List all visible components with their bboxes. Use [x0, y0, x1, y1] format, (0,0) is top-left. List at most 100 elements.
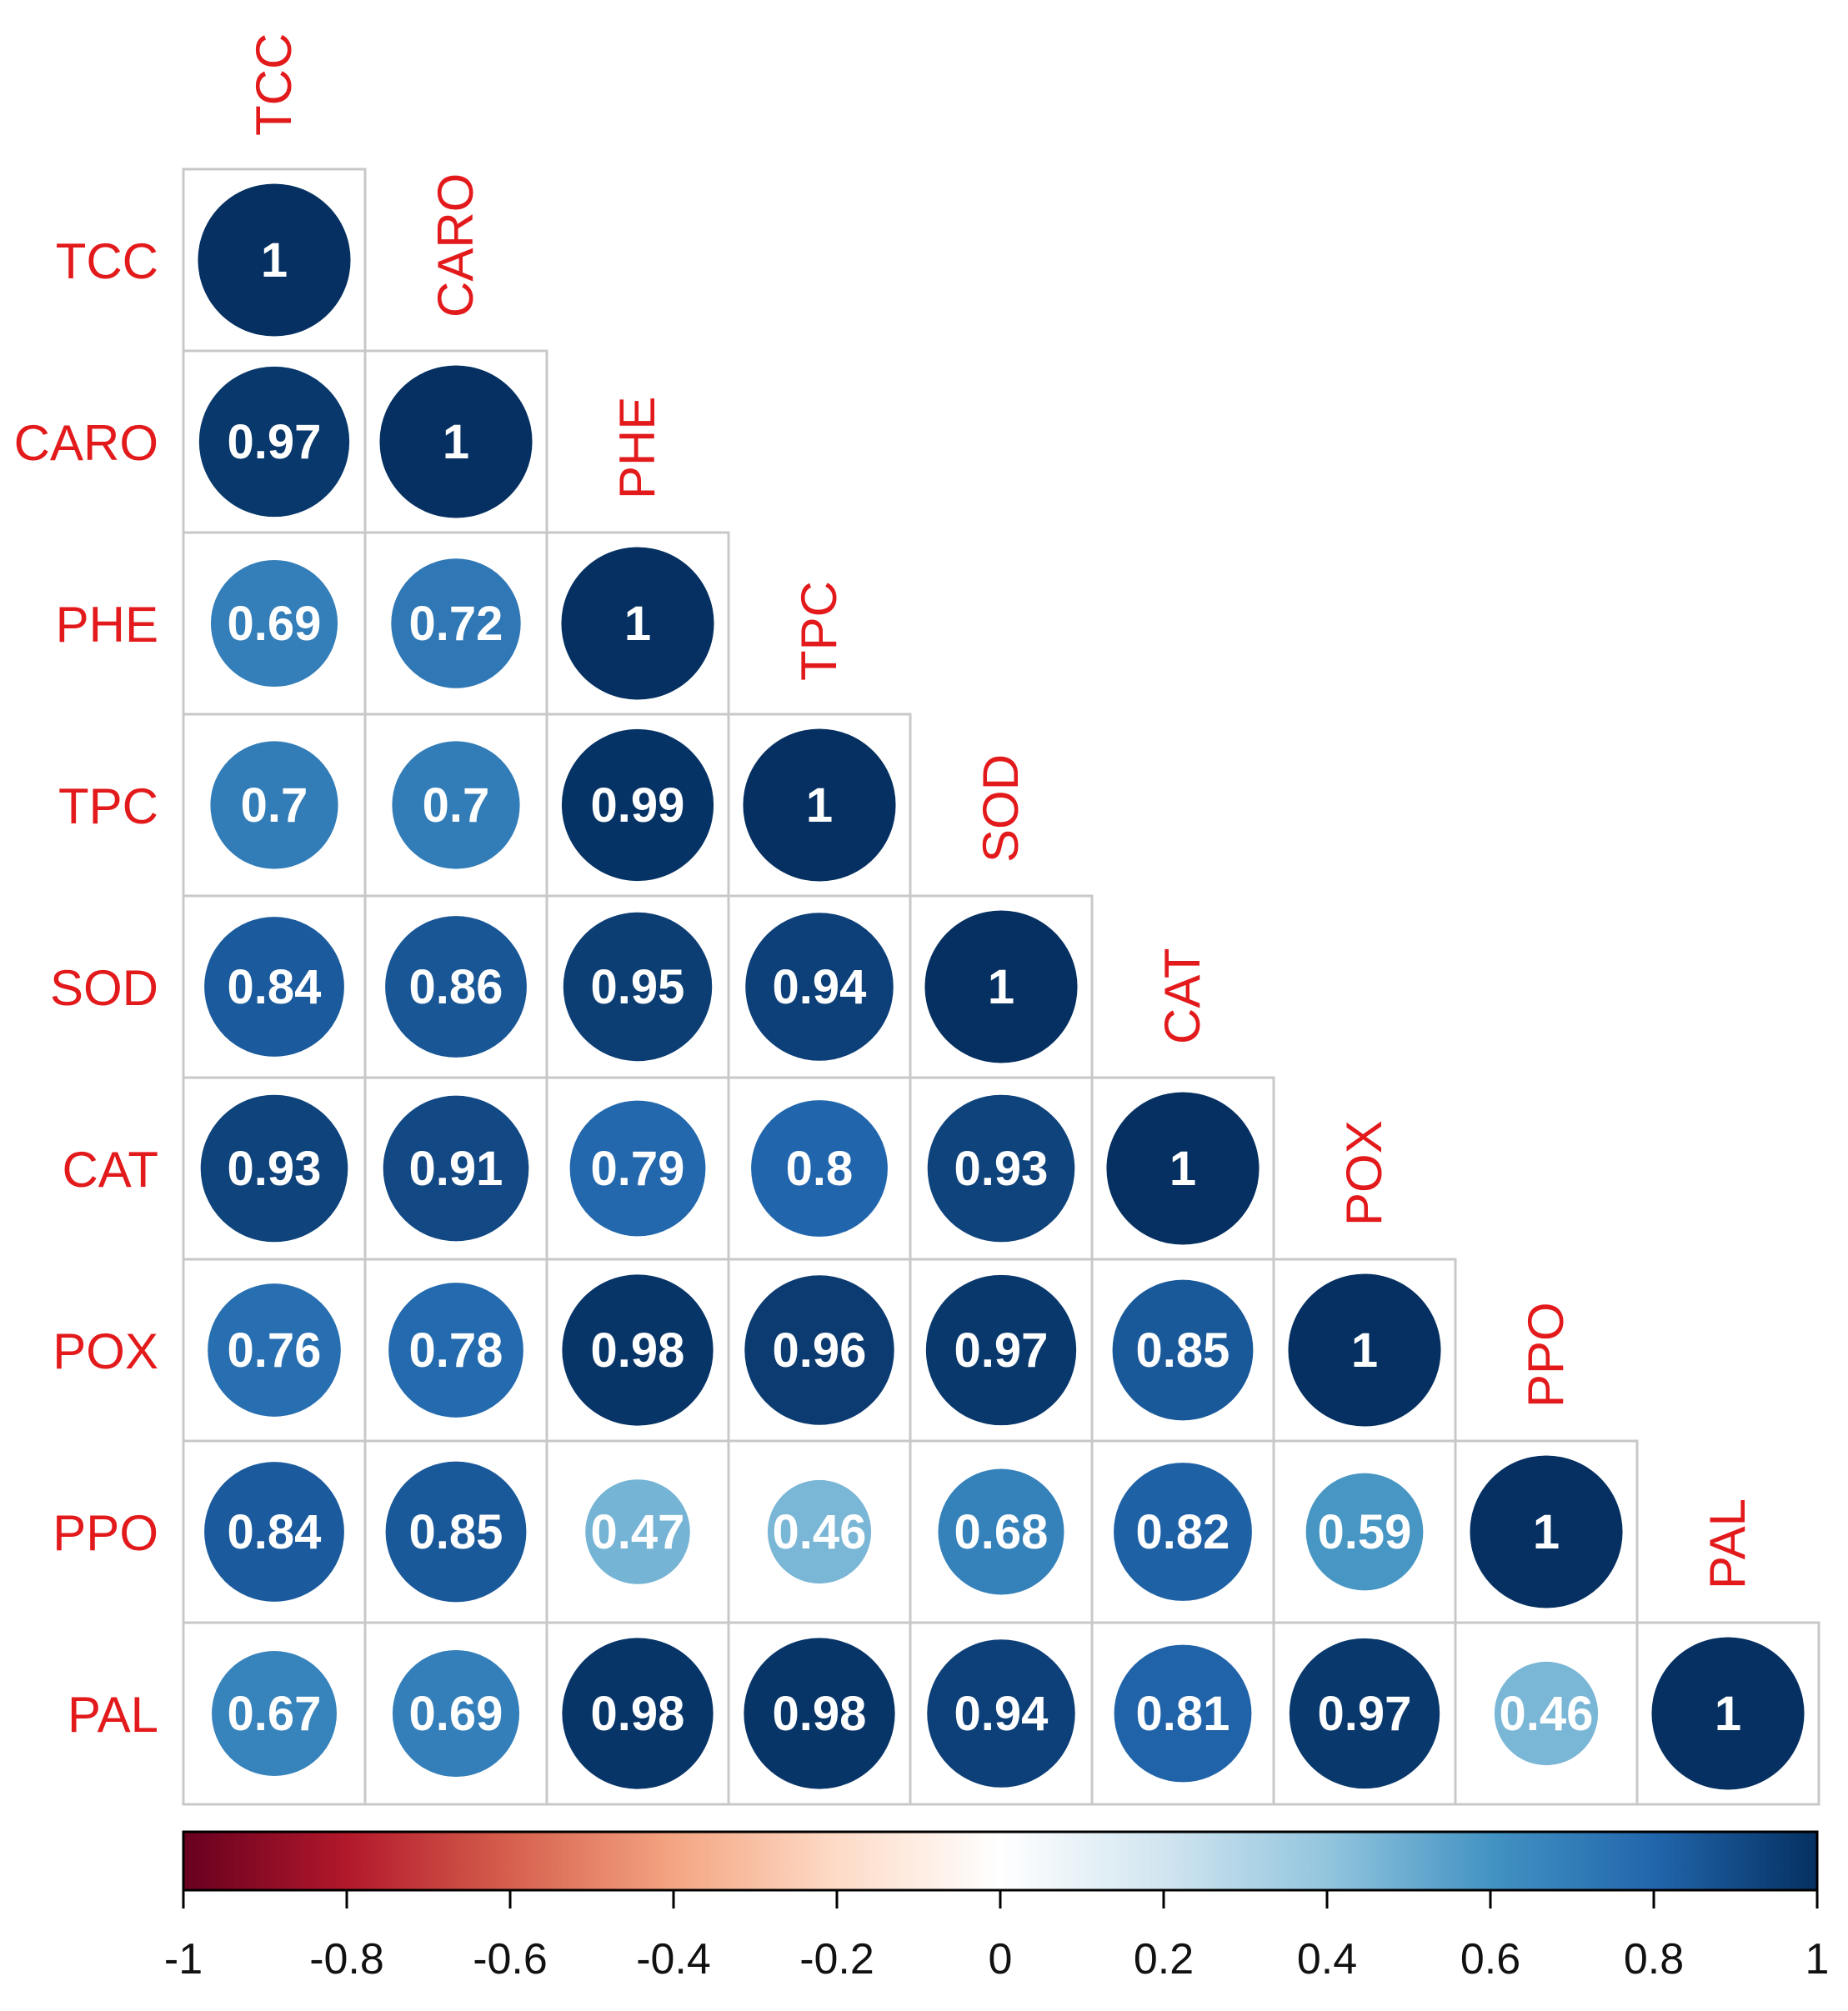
correlation-value-label: 0.98 — [591, 1687, 685, 1741]
column-label-pox: POX — [1336, 1120, 1392, 1226]
correlation-matrix: 1 0.97 1 0.69 0.72 1 0.7 0.7 0.99 1 0.84 0.86 0.95 0.… — [182, 168, 1820, 1806]
correlation-circle — [379, 365, 533, 518]
cell-cat-phe: 0.79 — [545, 1076, 730, 1261]
correlation-value-label: 0.8 — [786, 1142, 854, 1196]
correlation-value-label: 0.99 — [591, 778, 685, 833]
correlation-value-label: 0.68 — [954, 1505, 1049, 1559]
correlation-value-label: 0.91 — [409, 1142, 503, 1196]
row-label-caro: CARO — [14, 415, 158, 471]
cell-cat-tpc: 0.8 — [727, 1076, 912, 1261]
cell-pal-ppo: 0.46 — [1454, 1621, 1639, 1806]
row-label-sod: SOD — [50, 960, 158, 1016]
correlation-circle — [561, 547, 714, 700]
cell-pox-pox: 1 — [1272, 1258, 1457, 1443]
correlation-value-label: 0.76 — [228, 1323, 322, 1378]
column-label-tcc: TCC — [246, 33, 302, 136]
cell-pox-tpc: 0.96 — [727, 1258, 912, 1443]
correlation-circle — [1114, 1644, 1252, 1783]
correlation-circle — [1106, 1092, 1260, 1245]
correlation-circle — [925, 1274, 1077, 1426]
correlation-circle — [563, 912, 713, 1062]
colorbar-tick-label: 0.6 — [1460, 1935, 1520, 1983]
correlation-circle — [388, 1283, 523, 1418]
correlation-value-label: 0.85 — [409, 1505, 503, 1559]
correlation-value-label: 0.69 — [409, 1687, 503, 1741]
correlation-value-label: 0.84 — [228, 1505, 322, 1559]
correlation-value-label: 0.94 — [773, 960, 867, 1014]
correlation-circle — [385, 916, 527, 1058]
cell-ppo-phe: 0.47 — [545, 1439, 730, 1624]
correlation-circle — [1112, 1279, 1254, 1421]
correlation-value-label: 0.7 — [423, 778, 490, 833]
colorbar: -1 -0.8 -0.6 -0.4 -0.2 0 0.2 0.4 0.6 0.8 1 — [164, 1830, 1829, 1983]
correlation-circle — [927, 1639, 1075, 1788]
correlation-value-label: 0.46 — [773, 1505, 867, 1559]
correlation-value-label: 0.69 — [228, 597, 322, 651]
correlation-circle — [204, 917, 344, 1057]
cell-ppo-sod: 0.68 — [909, 1439, 1094, 1624]
correlation-value-label: 1 — [443, 415, 469, 469]
correlation-circle — [751, 1100, 888, 1237]
correlation-circle — [1651, 1637, 1805, 1790]
correlation-value-label: 0.98 — [591, 1323, 685, 1378]
correlation-circle — [1288, 1273, 1441, 1427]
correlation-circle — [1114, 1463, 1252, 1601]
cell-cat-caro: 0.91 — [363, 1076, 548, 1261]
column-label-caro: CARO — [428, 173, 483, 318]
correlation-value-label: 0.97 — [954, 1323, 1049, 1378]
correlation-circle — [744, 1275, 894, 1425]
correlation-circle — [383, 1095, 529, 1242]
correlation-circle — [562, 1274, 714, 1426]
correlation-value-label: 0.96 — [773, 1323, 867, 1378]
colorbar-tick-label: -0.4 — [636, 1935, 711, 1983]
column-labels: TCC CARO PHE TPC SOD CAT POX PPO PAL — [246, 33, 1755, 1589]
row-label-cat: CAT — [62, 1142, 158, 1198]
row-label-tpc: TPC — [58, 778, 158, 834]
correlation-value-label: 0.84 — [228, 960, 322, 1014]
correlation-value-label: 0.93 — [954, 1142, 1049, 1196]
correlation-value-label: 0.46 — [1500, 1687, 1594, 1741]
correlation-circle — [745, 913, 894, 1061]
cell-pox-sod: 0.97 — [909, 1258, 1094, 1443]
cell-cat-cat: 1 — [1090, 1076, 1275, 1261]
row-labels: TCC CARO PHE TPC SOD CAT POX PPO PAL — [14, 233, 158, 1743]
correlation-value-label: 0.47 — [591, 1505, 685, 1559]
correlation-circle — [744, 1638, 895, 1789]
correlation-circle — [562, 1638, 714, 1789]
correlation-value-label: 0.72 — [409, 597, 503, 651]
cell-caro-tcc: 0.97 — [182, 349, 367, 534]
row-label-pox: POX — [53, 1323, 158, 1379]
cell-tpc-tcc: 0.7 — [182, 713, 367, 898]
colorbar-tick-label: -1 — [164, 1935, 203, 1983]
correlation-value-label: 1 — [1715, 1687, 1741, 1741]
correlation-value-label: 0.67 — [228, 1687, 322, 1741]
correlation-circle — [924, 910, 1078, 1063]
correlation-circle — [392, 741, 520, 869]
cell-pal-caro: 0.69 — [363, 1621, 548, 1806]
colorbar-tick-label: 0.4 — [1297, 1935, 1357, 1983]
cell-tpc-tpc: 1 — [727, 713, 912, 898]
cell-tpc-caro: 0.7 — [363, 713, 548, 898]
cell-caro-caro: 1 — [363, 349, 548, 534]
correlation-value-label: 1 — [261, 233, 288, 288]
correlation-circle — [385, 1461, 527, 1603]
correlation-value-label: 0.78 — [409, 1323, 503, 1378]
cell-pox-caro: 0.78 — [363, 1258, 548, 1443]
cell-pal-phe: 0.98 — [545, 1621, 730, 1806]
correlation-circle — [198, 183, 351, 337]
colorbar-tick-label: -0.6 — [473, 1935, 548, 1983]
cell-sod-caro: 0.86 — [363, 894, 548, 1079]
correlation-circle — [1289, 1638, 1440, 1789]
cell-border — [1635, 1621, 1820, 1806]
colorbar-tick-label: 0.8 — [1624, 1935, 1684, 1983]
column-label-pal: PAL — [1700, 1498, 1755, 1589]
cell-sod-phe: 0.95 — [545, 894, 730, 1079]
correlation-value-label: 1 — [806, 778, 833, 833]
correlation-circle — [204, 1462, 344, 1602]
correlation-value-label: 0.79 — [591, 1142, 685, 1196]
cell-sod-sod: 1 — [909, 894, 1094, 1079]
correlation-circle — [198, 366, 350, 518]
column-label-sod: SOD — [973, 754, 1029, 863]
cell-pal-sod: 0.94 — [909, 1621, 1094, 1806]
